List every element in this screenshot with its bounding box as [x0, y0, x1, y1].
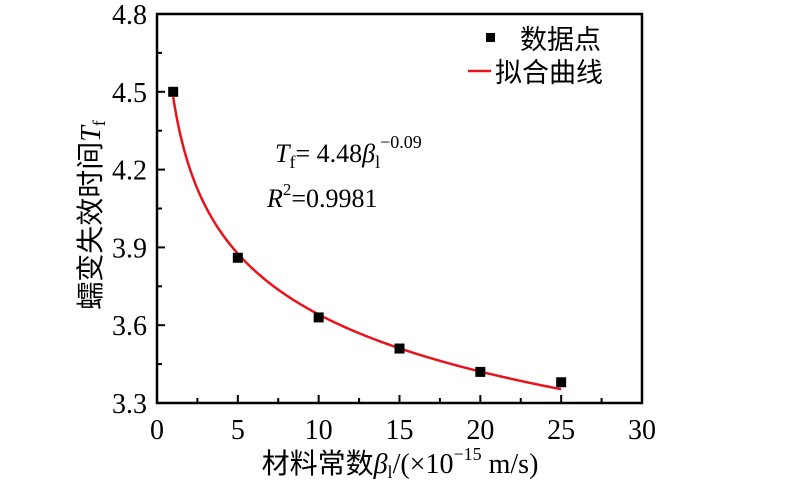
x-tick-label: 25 — [547, 415, 575, 446]
fit-equation: Tf= 4.48βl−0.09 — [275, 132, 422, 172]
data-point — [394, 343, 405, 354]
data-point — [313, 312, 324, 323]
data-point — [232, 252, 243, 263]
x-tick-label: 5 — [231, 415, 245, 446]
r-squared: R2=0.9981 — [266, 180, 378, 213]
x-axis-label: 材料常数βl/(×10−15 m/s) — [262, 444, 539, 482]
x-tick-label: 10 — [305, 415, 333, 446]
y-tick-label: 4.8 — [112, 0, 147, 31]
x-tick-label: 30 — [628, 415, 656, 446]
legend: 数据点 拟合曲线 — [468, 25, 603, 88]
x-tick-label: 20 — [466, 415, 494, 446]
x-tick-label: 0 — [150, 415, 164, 446]
legend-marker-data-points — [486, 33, 495, 42]
legend-label-data-points: 数据点 — [520, 25, 601, 55]
y-tick-label: 4.5 — [112, 78, 147, 109]
data-point — [556, 377, 567, 388]
data-point — [168, 86, 179, 97]
y-tick-label: 3.6 — [112, 311, 147, 342]
x-tick-label: 15 — [386, 415, 414, 446]
y-tick-label: 3.9 — [112, 233, 147, 264]
plot-frame — [155, 12, 644, 405]
y-tick-label: 3.3 — [112, 389, 147, 420]
data-point — [475, 366, 486, 377]
legend-label-fit-curve: 拟合曲线 — [495, 58, 603, 88]
y-tick-label: 4.2 — [112, 156, 147, 187]
y-axis-label: 蠕变失效时间Tf — [75, 120, 109, 310]
